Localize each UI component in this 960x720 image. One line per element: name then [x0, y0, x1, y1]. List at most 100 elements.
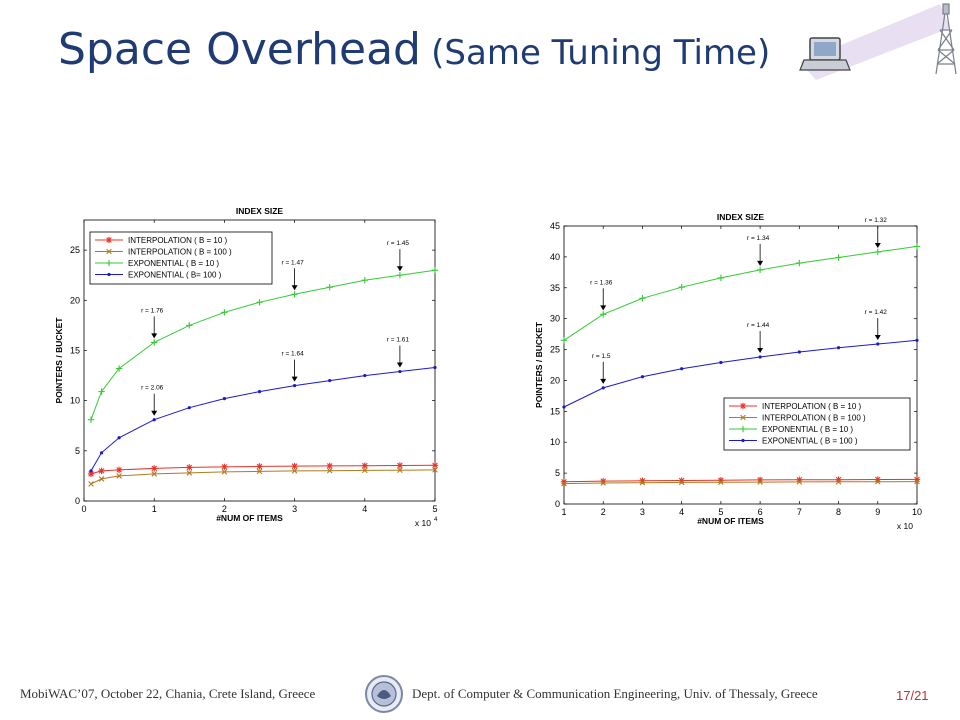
data-point [186, 464, 193, 471]
y-tick-label: 35 [550, 283, 560, 293]
data-point [797, 350, 801, 354]
annotation: r = 2.06 [141, 385, 164, 416]
series-line [90, 367, 436, 472]
y-tick-label: 30 [550, 314, 560, 324]
annotation-arrowhead [757, 347, 764, 353]
y-tick-label: 25 [550, 345, 560, 355]
data-point [98, 388, 105, 395]
data-point [914, 478, 920, 485]
x-tick-label: 1 [152, 504, 157, 514]
y-tick-label: 45 [550, 221, 560, 231]
data-point [431, 462, 439, 469]
data-point [221, 463, 228, 471]
x-tick-label: 5 [718, 507, 723, 517]
series-2 [88, 467, 438, 487]
x-tick-label: 2 [601, 507, 606, 517]
data-point [151, 339, 158, 346]
data-point [186, 470, 193, 476]
data-point [187, 406, 191, 410]
legend-box [723, 397, 911, 451]
legend-marker [739, 402, 747, 410]
annotation: r = 1.42 [865, 309, 888, 340]
data-point [639, 479, 646, 486]
legend-marker [739, 425, 747, 433]
data-point [256, 463, 263, 470]
annotation: r = 1.47 [281, 259, 304, 291]
annotation: r = 1.45 [387, 240, 410, 272]
data-point [719, 360, 723, 365]
data-point [98, 476, 105, 482]
series-3 [87, 266, 439, 423]
annotation-label: r = 2.06 [141, 385, 164, 392]
legend-marker [740, 414, 746, 421]
annotation-arrowhead [291, 285, 298, 291]
annotation-label: r = 1.34 [747, 235, 770, 242]
x-tick-label: 8 [836, 507, 841, 517]
data-point [221, 309, 228, 316]
slide-title-main: Space Overhead [58, 24, 421, 75]
data-point [915, 338, 919, 342]
data-point [757, 479, 763, 485]
annotation: r = 1.36 [590, 279, 613, 311]
data-point [796, 259, 803, 267]
data-point [363, 373, 367, 378]
y-tick-label: 0 [555, 499, 560, 509]
data-point [117, 436, 121, 440]
annotation-arrowhead [396, 266, 403, 272]
series-line [563, 245, 918, 341]
legend-label: INTERPOLATION ( B = 10 ) [128, 236, 228, 245]
legend-label: EXPONENTIAL ( B= 100 ) [128, 271, 222, 280]
data-point [398, 369, 402, 374]
legend-label: EXPONENTIAL ( B = 10 ) [762, 425, 853, 434]
annotation-arrowhead [600, 378, 607, 384]
data-point [758, 355, 762, 359]
y-tick-label: 15 [550, 406, 560, 416]
annotation: r = 1.76 [141, 307, 164, 339]
series-3 [560, 243, 921, 344]
legend-item: INTERPOLATION ( B = 10 ) [729, 402, 862, 411]
legend-item: INTERPOLATION ( B = 10 ) [95, 236, 228, 245]
data-point [222, 397, 226, 401]
chart-title: INDEX SIZE [236, 206, 284, 216]
annotation-arrowhead [874, 242, 881, 248]
annotation: r = 1.64 [281, 351, 304, 382]
annotation-label: r = 1.42 [865, 309, 888, 316]
data-point [99, 451, 104, 455]
data-point [326, 284, 333, 291]
data-point [89, 469, 93, 473]
annotation-arrowhead [874, 334, 881, 340]
annotation-label: r = 1.44 [747, 322, 770, 329]
x-tick-label: 1 [561, 507, 566, 517]
annotation-label: r = 1.76 [141, 307, 164, 314]
series-2 [561, 478, 920, 487]
data-point [87, 470, 95, 478]
series-1 [87, 462, 439, 478]
annotation: r = 1.34 [747, 235, 770, 266]
legend: INTERPOLATION ( B = 10 ) INTERPOLATION ( … [89, 231, 273, 285]
x-tick-label: 10 [912, 507, 922, 517]
data-point [115, 365, 123, 372]
footer-conference: MobiWAC’07, October 22, Chania, Crete Is… [20, 686, 316, 701]
series-line [90, 469, 436, 485]
x-tick-label: 9 [875, 507, 880, 517]
legend-item: EXPONENTIAL ( B = 10 ) [95, 259, 219, 268]
y-tick-label: 5 [555, 468, 560, 478]
annotation-label: r = 1.32 [865, 217, 888, 224]
data-point [221, 469, 228, 475]
x-tick-label: 3 [640, 507, 645, 517]
legend-label: INTERPOLATION ( B = 10 ) [762, 402, 862, 411]
footer-department: Dept. of Computer & Communication Engine… [412, 686, 818, 701]
data-point [361, 462, 368, 469]
legend-item: EXPONENTIAL ( B = 10 ) [729, 425, 853, 434]
data-point [328, 378, 332, 383]
data-point [116, 473, 122, 479]
legend-item: EXPONENTIAL ( B= 100 ) [95, 271, 222, 280]
data-point [718, 479, 724, 486]
legend-marker [105, 236, 113, 244]
data-point [115, 466, 123, 474]
data-point [326, 467, 333, 474]
data-point [835, 254, 842, 261]
legend: INTERPOLATION ( B = 10 ) INTERPOLATION ( … [723, 397, 911, 451]
annotation-label: r = 1.45 [387, 240, 410, 247]
y-tick-label: 25 [70, 245, 80, 255]
